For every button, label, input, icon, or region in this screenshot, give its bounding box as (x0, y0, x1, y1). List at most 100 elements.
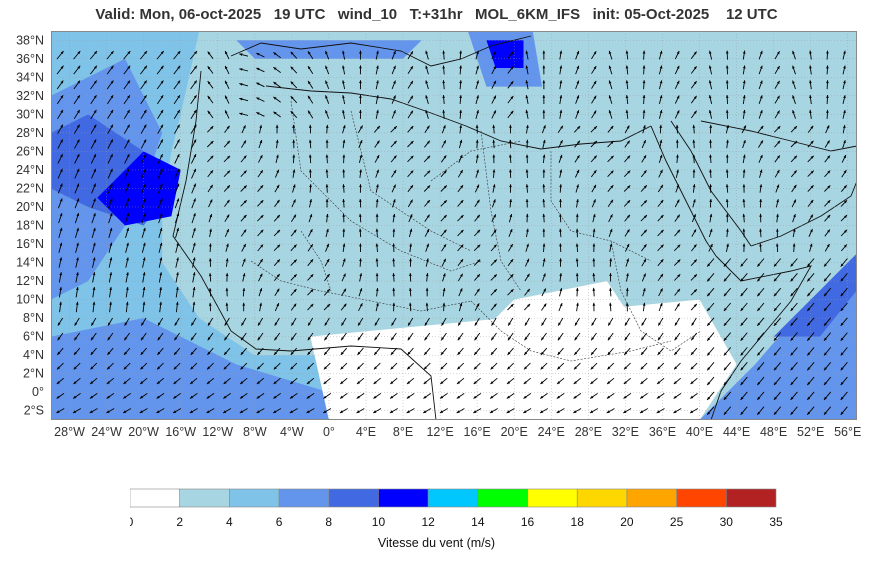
wind-arrow (123, 332, 130, 341)
wind-arrow (190, 362, 198, 370)
wind-arrow (559, 213, 562, 223)
wind-arrow (158, 198, 163, 209)
wind-arrow (340, 377, 348, 385)
wind-arrow (107, 332, 114, 341)
wind-arrow (607, 317, 614, 326)
wind-arrow (607, 332, 614, 341)
wind-arrow (575, 184, 579, 193)
wind-arrow (92, 272, 96, 283)
lat-label: 26°N (16, 144, 44, 158)
wind-arrow (390, 332, 397, 341)
wind-arrow (140, 347, 147, 356)
wind-arrow (542, 213, 546, 223)
wind-arrow (189, 393, 198, 399)
wind-arrow (790, 287, 798, 297)
wind-arrow (257, 347, 264, 356)
wind-arrow (374, 317, 380, 326)
wind-arrow (657, 229, 664, 237)
wind-arrow (223, 377, 231, 385)
wind-arrow (206, 393, 215, 399)
wind-arrow (525, 243, 529, 252)
wind-arrow (56, 377, 64, 385)
wind-arrow (708, 228, 713, 238)
lon-label: 8°E (393, 425, 413, 439)
wind-arrow (75, 257, 79, 268)
lat-label: 14°N (16, 256, 44, 270)
wind-arrow (223, 393, 231, 399)
wind-arrow (756, 302, 765, 312)
wind-arrow (491, 199, 496, 208)
wind-arrow (257, 199, 264, 207)
wind-arrow (239, 393, 248, 399)
wind-arrow (840, 376, 848, 386)
wind-arrow (623, 199, 631, 207)
wind-arrow (807, 170, 815, 177)
wind-arrow (190, 347, 197, 356)
wind-arrow (759, 228, 762, 238)
wind-arrow (289, 408, 298, 414)
wind-arrow (790, 317, 798, 327)
wind-arrow (442, 287, 446, 297)
wind-arrow (473, 377, 481, 385)
wind-arrow (307, 273, 314, 281)
wind-arrow (773, 391, 782, 401)
wind-arrow (257, 317, 264, 326)
colorbar-tick-label: 8 (325, 515, 332, 529)
wind-arrow (174, 332, 180, 341)
wind-arrow (90, 347, 97, 356)
wind-arrow (557, 332, 564, 341)
wind-arrow (140, 332, 147, 341)
wind-arrow (706, 391, 715, 401)
wind-arrow (673, 244, 681, 252)
wind-arrow (240, 199, 248, 207)
wind-arrow (507, 288, 514, 296)
wind-arrow (391, 184, 397, 193)
wind-arrow (223, 362, 231, 370)
lon-label: 20°E (501, 425, 528, 439)
wind-arrow (506, 408, 515, 414)
lat-label: 28°N (16, 126, 44, 140)
wind-arrow (439, 393, 448, 399)
wind-arrow (340, 362, 348, 370)
wind-arrow (492, 169, 496, 178)
wind-arrow (273, 362, 281, 370)
wind-arrow (240, 170, 247, 178)
wind-arrow (725, 213, 729, 223)
wind-arrow (107, 317, 113, 326)
wind-arrow (773, 376, 782, 386)
wind-arrow (691, 214, 697, 223)
wind-arrow (640, 170, 647, 178)
wind-arrow (558, 302, 563, 312)
wind-arrow (207, 184, 214, 193)
wind-arrow (373, 393, 382, 399)
wind-arrow (274, 273, 281, 281)
wind-arrow (91, 242, 96, 253)
wind-arrow (657, 214, 664, 222)
wind-arrow (142, 257, 146, 268)
wind-arrow (539, 393, 548, 399)
wind-arrow (692, 184, 696, 193)
wind-arrow (192, 286, 196, 298)
wind-arrow (189, 408, 198, 414)
wind-arrow (73, 332, 80, 341)
wind-arrow (840, 391, 848, 401)
lon-label: 24°W (91, 425, 122, 439)
wind-arrow (523, 377, 531, 385)
wind-arrow (690, 303, 698, 311)
wind-arrow (375, 243, 379, 253)
wind-arrow (423, 347, 431, 356)
wind-arrow (740, 302, 748, 312)
wind-arrow (540, 332, 547, 341)
lon-label: 8°W (243, 425, 267, 439)
wind-arrow (840, 184, 848, 192)
wind-arrow (273, 244, 281, 252)
wind-arrow (272, 408, 282, 414)
wind-arrow (609, 302, 612, 312)
wind-arrow (375, 213, 379, 223)
wind-arrow (356, 408, 365, 414)
wind-arrow (240, 214, 247, 222)
lat-label: 12°N (16, 274, 44, 288)
wind-arrow (157, 183, 163, 194)
wind-arrow (457, 199, 464, 207)
colorbar-tick-label: 30 (720, 515, 734, 529)
